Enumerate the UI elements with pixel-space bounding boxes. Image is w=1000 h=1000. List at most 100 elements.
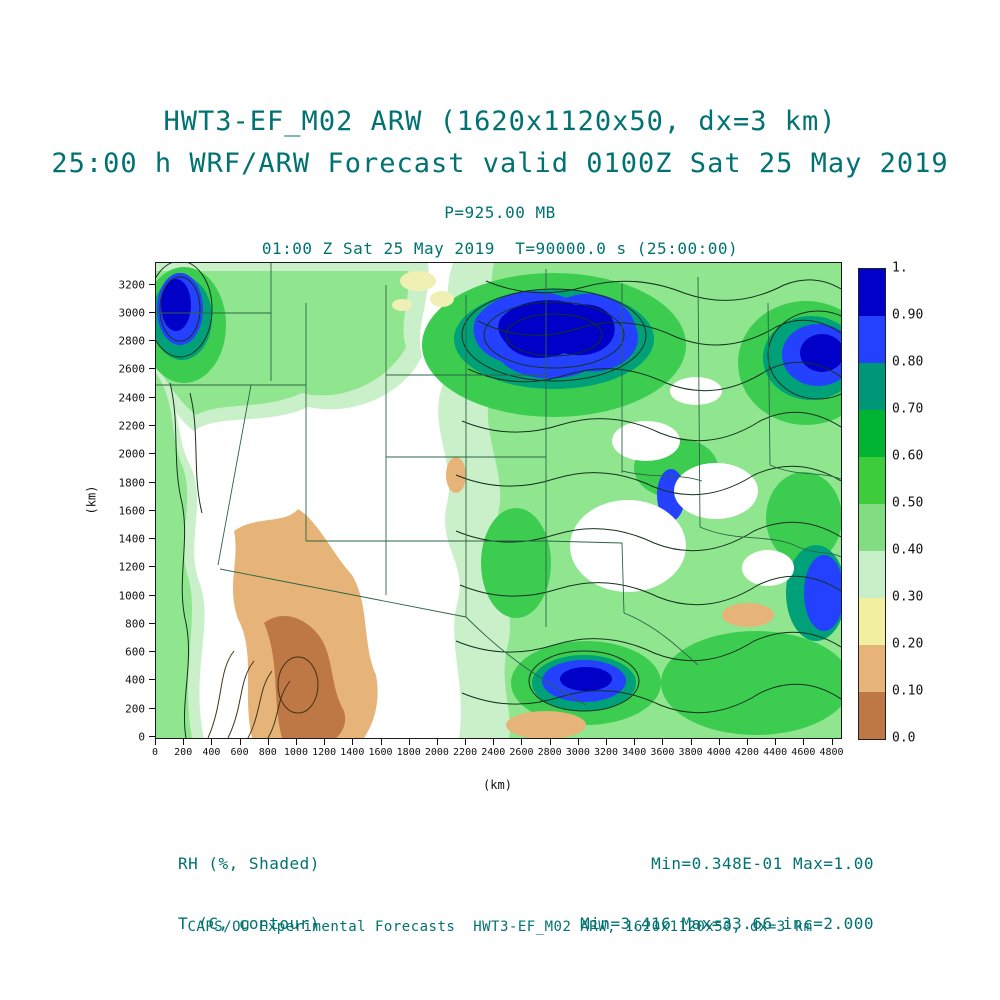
colorbar-swatch	[859, 457, 885, 504]
x-tick-label: 2200	[453, 747, 478, 758]
x-tick-label: 2800	[537, 747, 562, 758]
y-tick-mark	[149, 481, 155, 483]
y-tick-label: 0	[138, 730, 145, 744]
x-tick-mark	[267, 739, 269, 745]
colorbar-swatches	[858, 268, 886, 740]
x-tick-label: 4200	[734, 747, 760, 758]
x-tick-mark	[493, 739, 495, 745]
colorbar-swatch	[859, 551, 885, 598]
y-tick-label: 2000	[118, 447, 146, 461]
field-legend: RH (%, Shaded) T (C, contour)	[178, 814, 320, 974]
y-tick-mark	[149, 651, 155, 653]
y-tick-label: 200	[125, 702, 145, 716]
colorbar-tick-label: 0.10	[892, 683, 924, 699]
chart-subtitle: 25:00 h WRF/ARW Forecast valid 0100Z Sat…	[51, 148, 949, 179]
footer-credit: CAPS/OU Experimental Forecasts HWT3-EF_M…	[187, 919, 813, 935]
x-tick-mark	[183, 739, 185, 745]
forecast-map-svg	[156, 263, 841, 738]
plot-area	[155, 262, 842, 739]
x-tick-label: 0	[151, 747, 159, 758]
colorbar-tick-label: 0.30	[892, 589, 924, 605]
x-tick-mark	[239, 739, 241, 745]
y-tick-label: 1200	[118, 560, 146, 574]
colorbar-swatch	[859, 645, 885, 692]
shaded-field-stats: Min=0.348E-01 Max=1.00	[651, 854, 874, 873]
x-tick-mark	[521, 739, 523, 745]
terrain-contours-layer	[207, 650, 319, 738]
colorbar-swatch	[859, 410, 885, 457]
x-tick-mark	[690, 739, 692, 745]
y-tick-mark	[149, 594, 155, 596]
shaded-field-label: RH (%, Shaded)	[178, 854, 320, 873]
x-tick-mark	[803, 739, 805, 745]
y-tick-mark	[149, 679, 155, 681]
temperature-contours-layer	[156, 263, 841, 738]
x-tick-label: 4400	[763, 747, 788, 758]
y-axis-ticks: 0 200 400 600 800 1000 1200 1400 1600 1800 2000 220…	[103, 262, 155, 744]
colorbar-tick-label: 0.0	[892, 730, 916, 746]
y-tick-label: 600	[125, 645, 145, 659]
x-tick-label: 3800	[678, 747, 703, 758]
colorbar-swatch	[859, 269, 885, 316]
pressure-level-label: P=925.00 MB	[444, 203, 556, 222]
valid-time-label: 01:00 Z Sat 25 May 2019 T=90000.0 s (25:…	[261, 239, 739, 258]
y-tick-mark	[149, 707, 155, 709]
x-tick-label: 400	[202, 747, 221, 758]
colorbar-swatch	[859, 363, 885, 410]
y-tick-label: 1800	[118, 476, 146, 490]
x-tick-mark	[436, 739, 438, 745]
x-tick-mark	[380, 739, 382, 745]
y-tick-label: 2400	[118, 391, 146, 405]
x-tick-mark	[295, 739, 297, 745]
x-tick-label: 4600	[791, 747, 816, 758]
x-axis-ticks: 0 200 400 600 800 1000 1200 1400 1600 1800 2000 220…	[151, 739, 844, 765]
x-tick-label: 1200	[312, 747, 337, 758]
y-tick-label: 2600	[118, 362, 146, 376]
colorbar-tick-label: 0.40	[892, 542, 924, 558]
x-tick-mark	[577, 739, 579, 745]
y-tick-mark	[149, 736, 155, 737]
x-tick-label: 3000	[565, 747, 590, 758]
y-tick-mark	[149, 311, 155, 313]
x-tick-mark	[549, 739, 551, 745]
y-tick-mark	[149, 283, 155, 285]
colorbar-tick-label: 0.20	[892, 636, 924, 652]
x-tick-label: 3400	[622, 747, 647, 758]
y-tick-label: 2800	[118, 334, 146, 348]
x-tick-label: 2400	[481, 747, 506, 758]
x-tick-label: 800	[258, 747, 277, 758]
x-tick-label: 600	[230, 747, 249, 758]
x-tick-mark	[634, 739, 636, 745]
y-tick-mark	[149, 622, 155, 624]
chart-title: HWT3-EF_M02 ARW (1620x1120x50, dx=3 km)	[163, 106, 837, 137]
x-tick-label: 4000	[706, 747, 731, 758]
y-tick-mark	[149, 368, 155, 370]
y-tick-mark	[149, 425, 155, 426]
y-tick-label: 1600	[118, 504, 146, 518]
x-tick-mark	[465, 739, 467, 745]
colorbar-swatch	[859, 316, 885, 363]
y-tick-mark	[149, 566, 155, 568]
x-tick-label: 1000	[283, 747, 308, 758]
colorbar-labels: 1. 0.90 0.80 0.70 0.60 0.50 0.40 0.30 0.20 0.10 0.…	[892, 261, 946, 746]
colorbar-tick-label: 0.80	[892, 354, 924, 370]
x-tick-mark	[718, 739, 720, 745]
x-tick-label: 1800	[396, 747, 421, 758]
y-tick-label: 400	[125, 673, 145, 687]
y-tick-label: 2200	[118, 419, 146, 433]
x-tick-mark	[408, 739, 410, 745]
x-tick-label: 4800	[819, 747, 844, 758]
x-tick-label: 2600	[509, 747, 534, 758]
y-tick-label: 3200	[118, 278, 146, 292]
x-tick-mark	[211, 739, 213, 745]
x-tick-label: 3600	[650, 747, 675, 758]
colorbar-tick-label: 0.70	[892, 401, 924, 417]
x-axis-title: (km)	[483, 778, 512, 792]
colorbar-tick-label: 0.90	[892, 307, 924, 323]
x-tick-label: 1400	[340, 747, 365, 758]
x-tick-label: 3200	[593, 747, 619, 758]
y-tick-mark	[149, 340, 155, 342]
x-tick-mark	[662, 739, 664, 745]
y-tick-label: 800	[125, 617, 145, 631]
y-tick-label: 1000	[118, 589, 146, 603]
